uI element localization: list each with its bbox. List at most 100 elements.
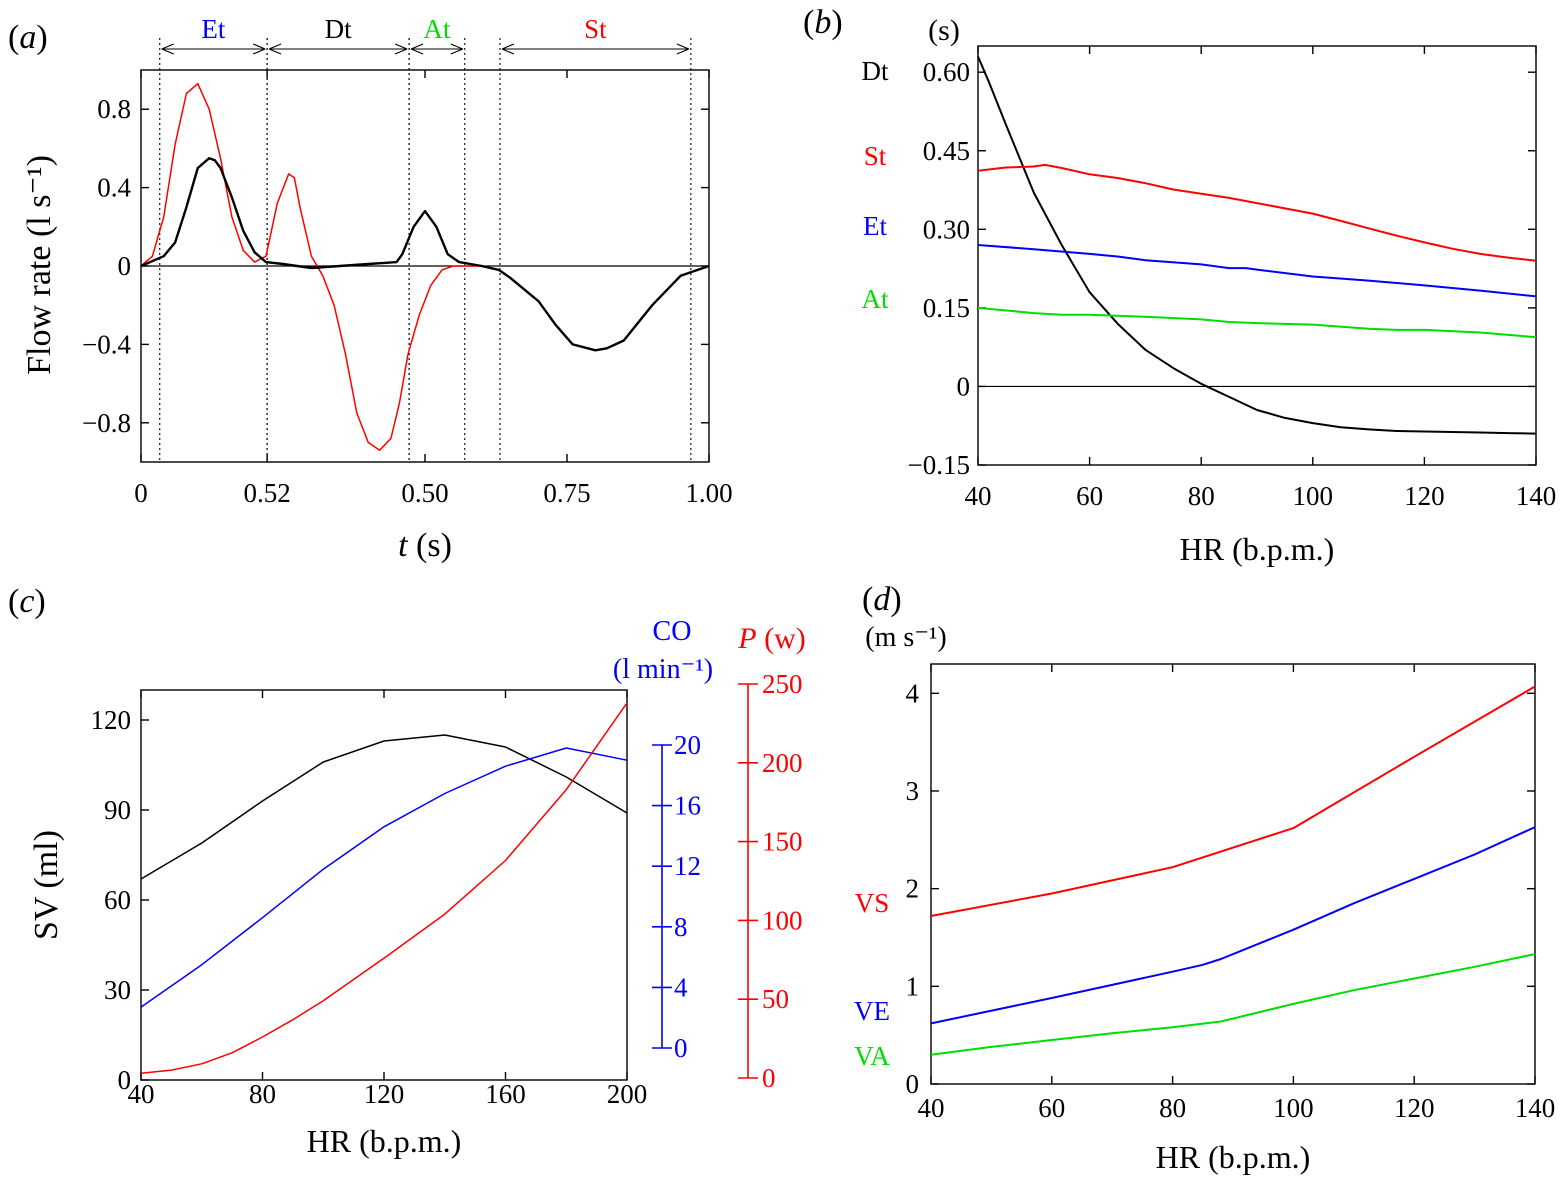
panel-a-arrowheads	[268, 43, 408, 55]
panel-b-series-line	[977, 163, 1537, 262]
panel-c-co-tick-label: 0	[674, 1033, 688, 1063]
panel-c-y-tick-label: 30	[104, 975, 131, 1005]
panel-c-p-axis-label: P (w)	[737, 622, 805, 655]
panel-b-series-label: Dt	[862, 56, 889, 86]
panel-d-y-tick-label: 4	[906, 678, 920, 708]
panel-b-x-tick-label: 60	[1076, 481, 1103, 511]
panel-c-y-tick-label: 90	[104, 795, 131, 825]
panel-a-y-tick-label: −0.8	[82, 408, 131, 438]
panel-d-y-tick-label: 1	[906, 971, 920, 1001]
panel-a-x-tick-label: 0.50	[401, 478, 448, 508]
panel-a-y-tick-label: 0.8	[97, 94, 131, 124]
panel-b-series-line	[977, 306, 1537, 339]
panel-b-y-unit: (s)	[928, 14, 960, 47]
panel-c-series-line	[140, 747, 628, 1008]
panel-a-phase-label: At	[423, 14, 450, 44]
panel-c-co-tick-label: 12	[674, 851, 701, 881]
panel-d-x-tick-label: 80	[1159, 1093, 1186, 1123]
panel-d-series-label: VE	[854, 996, 890, 1026]
panel-b-label: (b)	[803, 4, 843, 41]
panel-c-co-tick-label: 4	[674, 972, 688, 1002]
panel-c-y-tick-label: 0	[118, 1065, 132, 1095]
panel-d-x-axis-label: HR (b.p.m.)	[1156, 1139, 1311, 1175]
panel-c-co-tick-label: 16	[674, 791, 701, 821]
panel-b-series-label: St	[864, 141, 887, 171]
panel-b-series-line	[977, 56, 1537, 435]
panel-c-x-tick-label: 160	[485, 1079, 526, 1109]
panel-b-y-tick-label: 0.15	[923, 293, 970, 323]
panel-d-series-line	[930, 826, 1536, 1025]
panel-a-label: (a)	[8, 19, 48, 56]
panel-d-x-tick-label: 60	[1038, 1093, 1065, 1123]
panel-a-series-line	[140, 82, 482, 451]
panel-d-series-line	[930, 685, 1536, 917]
panel-a-series-line	[140, 156, 710, 352]
panel-c-p-tick-label: 0	[762, 1063, 776, 1093]
panel-d-label: (d)	[862, 581, 902, 618]
panel-d-y-tick-label: 3	[906, 776, 920, 806]
panel-b-x-tick-label: 100	[1293, 481, 1334, 511]
panel-b-x-tick-label: 40	[965, 481, 992, 511]
panel-c-frame	[140, 689, 628, 1081]
panel-a-arrowheads	[410, 43, 463, 55]
panel-c-x-axis-label: HR (b.p.m.)	[307, 1123, 462, 1159]
panel-c-x-tick-label: 120	[364, 1079, 405, 1109]
panel-c-x-tick-label: 40	[128, 1079, 155, 1109]
panel-a-phase-label: St	[584, 14, 607, 44]
panel-d-x-tick-label: 100	[1273, 1093, 1314, 1123]
panel-b-y-tick-label: 0.45	[923, 136, 970, 166]
panel-a-x-tick-label: 0.75	[543, 478, 590, 508]
panel-c-p-tick-label: 150	[762, 827, 803, 857]
panel-b-y-tick-label: 0.30	[923, 214, 970, 244]
panel-c-co-axis-label: CO	[653, 616, 692, 647]
panel-d-y-unit: (m s⁻¹)	[865, 622, 947, 653]
panel-d-y-tick-label: 2	[906, 874, 920, 904]
panel-c-y-tick-label: 120	[91, 705, 132, 735]
panel-c-p-tick-label: 50	[762, 984, 789, 1014]
panel-d-x-tick-label: 140	[1515, 1093, 1556, 1123]
panel-d-series-label: VA	[854, 1041, 890, 1071]
panel-b-y-tick-label: −0.15	[908, 450, 970, 480]
panel-a-y-axis-label: Flow rate (l s⁻¹)	[21, 155, 58, 375]
panel-c-co-axis-unit: (l min⁻¹)	[613, 654, 713, 685]
panel-c-x-tick-label: 80	[249, 1079, 276, 1109]
panel-b-x-tick-label: 80	[1188, 481, 1215, 511]
panel-c-series-line	[140, 702, 628, 1075]
panel-a-arrowheads	[501, 43, 690, 55]
panel-b-series-line	[977, 244, 1537, 298]
panel-c-y-tick-label: 60	[104, 885, 131, 915]
panel-c-p-tick-label: 100	[762, 905, 803, 935]
panel-a-x-tick-label: 0.52	[243, 478, 290, 508]
panel-a-y-tick-label: −0.4	[82, 329, 131, 359]
panel-b-frame	[977, 45, 1537, 466]
panel-b-y-tick-label: 0	[957, 371, 971, 401]
panel-d-y-tick-label: 0	[906, 1069, 920, 1099]
panel-a-phase-label: Et	[201, 14, 225, 44]
panel-d-x-tick-label: 40	[918, 1093, 945, 1123]
panel-b-y-tick-label: 0.60	[923, 57, 970, 87]
panel-b-series-label: Et	[863, 211, 887, 241]
panel-a-phase-label: Dt	[325, 14, 352, 44]
panel-a-arrowheads	[161, 43, 266, 55]
panel-c-label: (c)	[8, 583, 46, 620]
panel-b-x-axis-label: HR (b.p.m.)	[1180, 531, 1335, 567]
panel-a-y-tick-label: 0	[118, 251, 132, 281]
panel-b-x-tick-label: 120	[1404, 481, 1445, 511]
panel-c-y-axis-label: SV (ml)	[28, 830, 65, 940]
panel-d-series-label: VS	[855, 888, 890, 918]
panel-d-frame	[930, 663, 1536, 1085]
panel-c-p-tick-label: 200	[762, 748, 803, 778]
panel-c-co-tick-label: 20	[674, 730, 701, 760]
panel-d-x-tick-label: 120	[1394, 1093, 1435, 1123]
panel-a-x-tick-label: 1.00	[685, 478, 732, 508]
panel-a-x-tick-label: 0	[134, 478, 148, 508]
panel-a-y-tick-label: 0.4	[97, 173, 131, 203]
panel-c-x-tick-label: 200	[607, 1079, 648, 1109]
panel-c-series-line	[140, 734, 628, 880]
panel-c-p-tick-label: 250	[762, 669, 803, 699]
panel-d-series-line	[930, 953, 1536, 1056]
panel-b-x-tick-label: 140	[1516, 481, 1557, 511]
panel-c-co-tick-label: 8	[674, 912, 688, 942]
panel-b-series-label: At	[862, 284, 889, 314]
